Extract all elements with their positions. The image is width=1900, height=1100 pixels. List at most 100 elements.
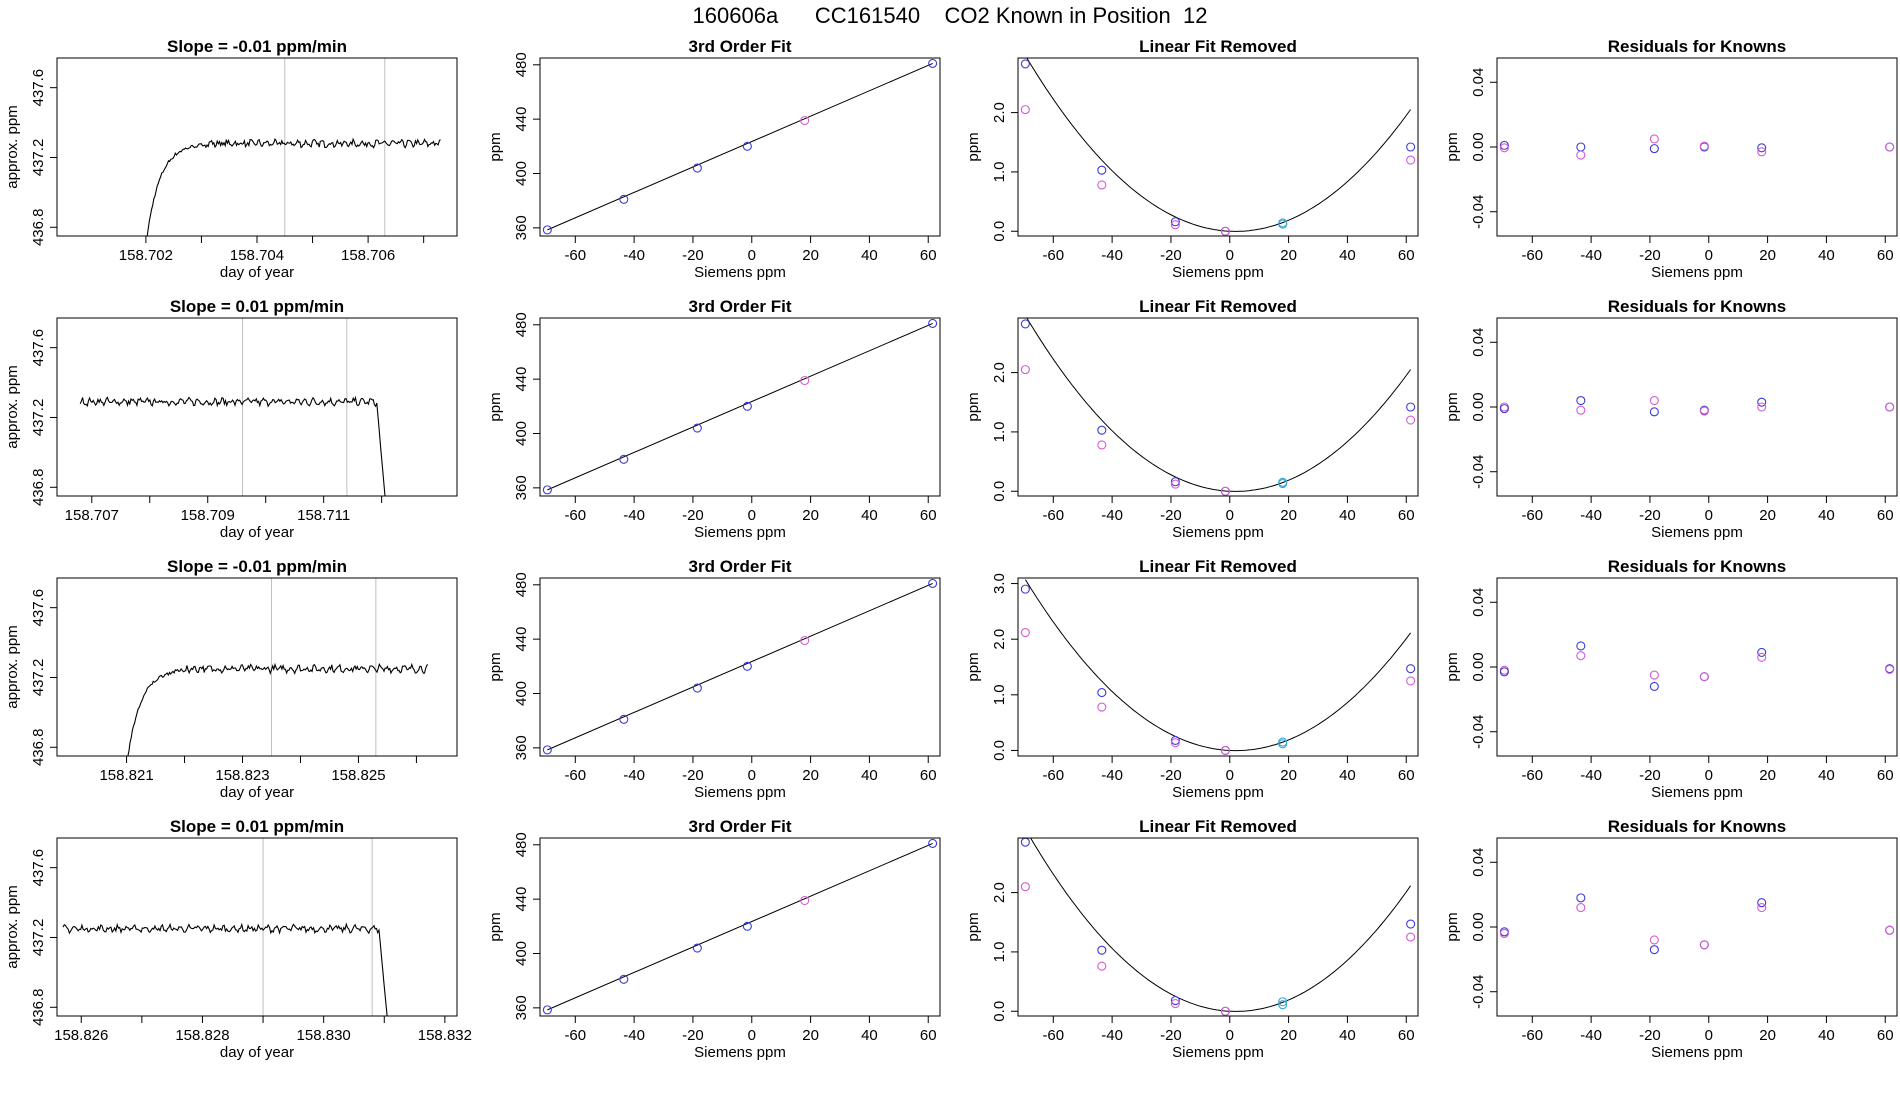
plot-area: [127, 662, 429, 756]
data-point: [542, 225, 552, 235]
x-tick-label: -20: [682, 767, 704, 784]
data-point: [1576, 142, 1586, 152]
x-tick-label: -60: [1042, 1027, 1064, 1044]
x-axis-label: Siemens ppm: [1172, 1044, 1264, 1061]
data-point: [800, 375, 810, 386]
x-tick-label: 20: [802, 767, 819, 784]
x-tick-label: 40: [861, 247, 878, 264]
x-tick-label: -60: [564, 507, 586, 524]
data-point: [1170, 220, 1180, 230]
y-axis-label: ppm: [1444, 912, 1461, 941]
y-tick-label: 436.8: [30, 989, 47, 1027]
x-tick-label: -40: [1101, 507, 1123, 524]
y-tick-label: 0.04: [1470, 848, 1487, 877]
y-tick-label: 437.6: [30, 589, 47, 627]
y-tick-label: 0.0: [991, 1001, 1008, 1022]
y-tick-label: 3.0: [991, 573, 1008, 594]
data-point: [1649, 935, 1659, 945]
x-tick-label: -40: [1580, 507, 1602, 524]
data-point: [1699, 406, 1709, 416]
x-tick-label: 158.707: [65, 507, 119, 524]
y-tick-label: 1.0: [991, 684, 1008, 705]
data-point: [619, 454, 629, 464]
panel-2-2: 3rd Order Fit -60 -40 -20 0 20 40 60 360 400 440 48…: [487, 297, 941, 541]
plot-frame: [1017, 317, 1419, 497]
y-tick-label: 400: [513, 161, 530, 186]
data-point: [1220, 745, 1230, 755]
x-tick-label: 60: [1398, 1027, 1415, 1044]
data-point: [928, 58, 938, 68]
plot-area: [1499, 395, 1895, 417]
y-tick-label: 0.04: [1470, 328, 1487, 357]
fit-line: [547, 582, 933, 751]
data-point: [1020, 59, 1030, 69]
y-tick-label: 0.00: [1470, 132, 1487, 161]
x-tick-label: 40: [861, 767, 878, 784]
x-tick-label: 40: [1818, 1027, 1835, 1044]
data-point: [1576, 641, 1586, 651]
x-axis-label: day of year: [220, 524, 294, 541]
x-tick-label: -40: [623, 1027, 645, 1044]
panel-title: Slope = 0.01 ppm/min: [170, 297, 344, 316]
panel-2-3: Linear Fit Removed -60 -40 -20 0 20 40 60 0.0 1.0…: [965, 297, 1419, 541]
panel-title: Linear Fit Removed: [1139, 557, 1297, 576]
y-tick-label: 437.6: [30, 69, 47, 107]
data-point: [1757, 652, 1767, 662]
panel-title: Linear Fit Removed: [1139, 37, 1297, 56]
data-point: [1757, 397, 1767, 407]
x-tick-label: 158.709: [181, 507, 235, 524]
panel-title: Slope = -0.01 ppm/min: [167, 557, 347, 576]
x-tick-label: 60: [920, 1027, 937, 1044]
y-tick-label: 2.0: [991, 629, 1008, 650]
panel-title: Residuals for Knowns: [1608, 297, 1787, 316]
x-axis-label: day of year: [220, 1044, 294, 1061]
x-tick-label: 0: [1705, 1027, 1713, 1044]
x-tick-label: 60: [1398, 507, 1415, 524]
data-point: [692, 423, 702, 433]
x-tick-label: -40: [623, 767, 645, 784]
x-tick-label: -20: [1639, 247, 1661, 264]
x-tick-label: -60: [1042, 767, 1064, 784]
y-tick-label: 400: [513, 941, 530, 966]
x-tick-label: 20: [1759, 507, 1776, 524]
data-point: [542, 1005, 552, 1015]
x-tick-label: 0: [1226, 507, 1234, 524]
data-point: [1278, 478, 1288, 489]
x-tick-label: 158.704: [230, 247, 284, 264]
y-tick-label: 1.0: [991, 941, 1008, 962]
y-tick-label: 0.00: [1470, 652, 1487, 681]
data-point: [619, 714, 629, 724]
x-tick-label: -40: [1101, 767, 1123, 784]
x-tick-label: 40: [1339, 507, 1356, 524]
x-axis-label: day of year: [220, 264, 294, 281]
x-tick-label: 20: [1280, 767, 1297, 784]
data-point: [1097, 702, 1107, 712]
plot-area: [542, 318, 938, 495]
data-trace: [79, 395, 386, 496]
plot-frame: [539, 577, 941, 757]
plot-area: [1499, 134, 1895, 160]
data-point: [928, 838, 938, 848]
y-axis-label: ppm: [965, 652, 982, 681]
x-tick-label: -40: [623, 247, 645, 264]
x-tick-label: 40: [1818, 507, 1835, 524]
data-point: [1097, 961, 1107, 971]
panel-title: 3rd Order Fit: [689, 817, 792, 836]
x-tick-label: 60: [1398, 247, 1415, 264]
data-point: [1406, 402, 1416, 412]
data-point: [1885, 142, 1895, 152]
data-point: [742, 401, 752, 411]
x-tick-label: -40: [1580, 767, 1602, 784]
x-tick-label: -60: [1521, 1027, 1543, 1044]
x-tick-label: 40: [1818, 767, 1835, 784]
data-point: [1699, 672, 1709, 682]
data-point: [800, 115, 810, 126]
x-tick-label: 60: [1877, 247, 1894, 264]
x-tick-label: 158.821: [99, 767, 153, 784]
x-tick-label: 20: [1759, 767, 1776, 784]
x-tick-label: 0: [1226, 247, 1234, 264]
data-point: [1170, 217, 1180, 227]
plot-area: [1499, 641, 1895, 691]
y-tick-label: 1.0: [991, 421, 1008, 442]
